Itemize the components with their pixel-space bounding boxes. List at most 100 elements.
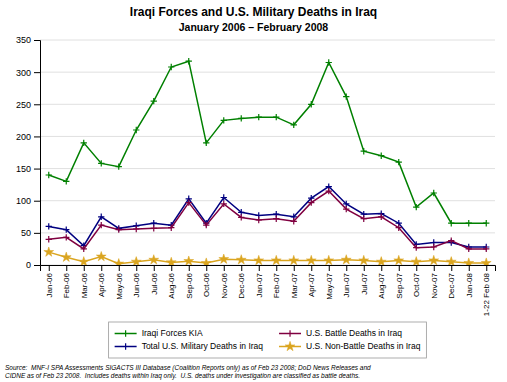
point xyxy=(133,127,139,133)
tick-mark xyxy=(224,265,225,271)
grid-line xyxy=(40,104,495,105)
tick: 200 xyxy=(16,132,40,142)
point xyxy=(63,234,69,240)
legend-label: Total U.S. Military Deaths in Iraq xyxy=(142,341,264,351)
point xyxy=(289,255,299,264)
series-line xyxy=(49,61,487,223)
tick-mark xyxy=(136,265,137,271)
grid xyxy=(40,40,495,265)
tick-label: May-06 xyxy=(115,272,124,299)
tick-label: Jan-08 xyxy=(465,272,474,297)
tick-mark xyxy=(329,265,330,271)
tick: Feb-06 xyxy=(62,265,71,298)
tick-mark xyxy=(399,265,400,271)
tick-mark xyxy=(276,265,277,271)
tick-label: 250 xyxy=(16,100,31,110)
point xyxy=(413,244,419,250)
tick-label: Dec-06 xyxy=(237,272,246,298)
point xyxy=(186,58,192,64)
point xyxy=(483,220,489,226)
tick-mark xyxy=(469,265,470,271)
point xyxy=(236,255,246,264)
tick-mark xyxy=(259,265,260,271)
legend-marker xyxy=(287,330,293,336)
point xyxy=(343,93,349,99)
chart: Iraqi Forces and U.S. Military Deaths in… xyxy=(0,0,507,382)
tick-mark xyxy=(119,265,120,271)
tick: Aug-06 xyxy=(167,265,176,299)
point xyxy=(359,255,369,264)
point xyxy=(116,163,122,169)
point xyxy=(61,252,71,261)
tick: 100 xyxy=(16,196,40,206)
point xyxy=(79,257,89,265)
point xyxy=(376,257,386,265)
point xyxy=(151,98,157,104)
subtitle: January 2006 – February 2008 xyxy=(179,21,329,33)
tick: Jul-06 xyxy=(150,265,159,295)
tick-label: Oct-06 xyxy=(202,272,211,297)
point xyxy=(326,188,332,194)
point xyxy=(341,255,351,264)
tick: Jan-06 xyxy=(45,265,54,297)
legend-marker xyxy=(285,341,295,350)
point xyxy=(396,225,402,231)
tick: Dec-06 xyxy=(237,265,246,299)
tick-label: 50 xyxy=(21,228,31,238)
tick-mark xyxy=(34,104,40,105)
point xyxy=(219,254,229,263)
tick-label: Feb-06 xyxy=(62,272,71,298)
plot: 050100150200250300350Jan-06Feb-06Mar-06A… xyxy=(16,35,496,316)
point xyxy=(446,257,456,265)
series-line xyxy=(49,187,487,247)
point xyxy=(238,214,244,220)
tick-mark xyxy=(101,265,102,271)
point xyxy=(254,255,264,264)
tick-mark xyxy=(451,265,452,271)
tick-mark xyxy=(34,233,40,234)
legend-label: Iraqi Forces KIA xyxy=(142,328,203,338)
tick-mark xyxy=(171,265,172,271)
point xyxy=(81,140,87,146)
point xyxy=(46,172,52,178)
point xyxy=(81,246,87,252)
tick-label: Sep-07 xyxy=(395,272,404,298)
point xyxy=(203,140,209,146)
tick: 0 xyxy=(26,260,40,270)
tick-label: May-07 xyxy=(325,272,334,299)
annotation: Source: MNF-I SPA Assessments SIGACTS II… xyxy=(5,364,371,380)
grid-line xyxy=(40,200,495,201)
tick-label: Jan-06 xyxy=(45,272,54,297)
point xyxy=(256,217,262,223)
point xyxy=(131,257,141,265)
tick: Jun-06 xyxy=(132,265,141,297)
point xyxy=(466,246,472,252)
tick: 350 xyxy=(16,35,40,45)
tick-mark xyxy=(84,265,85,271)
tick-label: Jul-06 xyxy=(150,272,159,294)
legend: Iraqi Forces KIA Total U.S. Military Deat… xyxy=(109,322,427,358)
point xyxy=(46,236,52,242)
tick-label: Oct-07 xyxy=(412,272,421,297)
tick-label: Nov-07 xyxy=(430,272,439,298)
grid-line xyxy=(40,168,495,169)
point xyxy=(98,160,104,166)
tick-mark xyxy=(206,265,207,271)
tick-mark xyxy=(34,136,40,137)
tick-label: Dec-07 xyxy=(447,272,456,298)
legend-marker xyxy=(122,343,128,349)
tick-mark xyxy=(34,201,40,202)
tick: Nov-06 xyxy=(220,265,229,299)
point xyxy=(133,226,139,232)
grid-line xyxy=(40,72,495,73)
point xyxy=(98,222,104,228)
tick-label: 0 xyxy=(26,260,31,270)
point xyxy=(221,194,227,200)
tick: Nov-07 xyxy=(430,265,439,299)
tick-label: Mar-07 xyxy=(290,272,299,298)
tick: Mar-07 xyxy=(290,265,299,298)
point xyxy=(378,153,384,159)
tick-mark xyxy=(34,72,40,73)
legend-item: Iraqi Forces KIA xyxy=(115,328,203,338)
point xyxy=(184,256,194,265)
